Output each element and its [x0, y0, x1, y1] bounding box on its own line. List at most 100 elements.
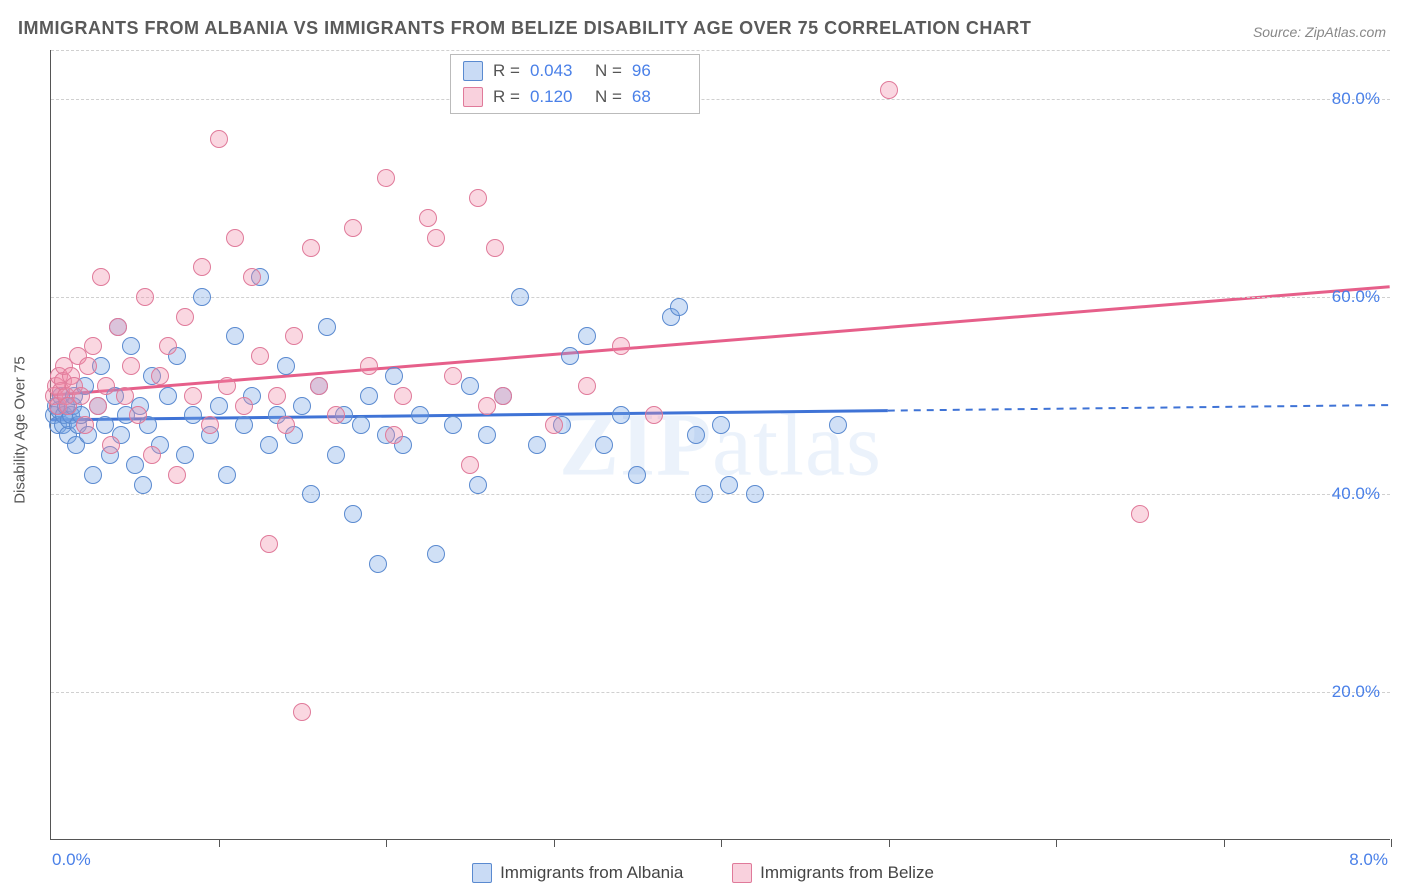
scatter-point-a [578, 327, 596, 345]
chart-title: IMMIGRANTS FROM ALBANIA VS IMMIGRANTS FR… [18, 18, 1031, 39]
scatter-point-b [394, 387, 412, 405]
scatter-point-b [377, 169, 395, 187]
scatter-point-b [293, 703, 311, 721]
scatter-point-b [122, 357, 140, 375]
legend-swatch-b-icon [732, 863, 752, 883]
scatter-point-a [302, 485, 320, 503]
y-tick-label: 20.0% [1332, 682, 1380, 702]
gridline-h [51, 692, 1390, 693]
chart-container: IMMIGRANTS FROM ALBANIA VS IMMIGRANTS FR… [0, 0, 1406, 892]
x-max-label: 8.0% [1349, 850, 1388, 870]
scatter-point-a [210, 397, 228, 415]
scatter-point-b [612, 337, 630, 355]
source-label: Source: [1253, 24, 1305, 40]
scatter-point-a [277, 357, 295, 375]
scatter-point-b [102, 436, 120, 454]
gridline-h [51, 297, 1390, 298]
scatter-point-b [151, 367, 169, 385]
regression-line-a [51, 411, 887, 420]
scatter-point-b [461, 456, 479, 474]
scatter-point-b [360, 357, 378, 375]
legend-item-b: Immigrants from Belize [732, 863, 934, 883]
scatter-point-b [243, 268, 261, 286]
y-tick-label: 60.0% [1332, 287, 1380, 307]
scatter-point-b [302, 239, 320, 257]
scatter-point-b [494, 387, 512, 405]
bottom-legend: Immigrants from Albania Immigrants from … [0, 863, 1406, 888]
scatter-point-a [670, 298, 688, 316]
swatch-b-icon [463, 87, 483, 107]
scatter-point-a [511, 288, 529, 306]
scatter-point-b [116, 387, 134, 405]
scatter-point-b [444, 367, 462, 385]
scatter-point-b [344, 219, 362, 237]
legend-label-b: Immigrants from Belize [760, 863, 934, 883]
x-tick [721, 839, 722, 847]
scatter-point-b [545, 416, 563, 434]
gridline-h [51, 494, 1390, 495]
scatter-point-b [277, 416, 295, 434]
scatter-point-a [612, 406, 630, 424]
scatter-point-a [461, 377, 479, 395]
scatter-point-a [444, 416, 462, 434]
scatter-point-b [645, 406, 663, 424]
scatter-point-b [260, 535, 278, 553]
r-label-b: R = [493, 84, 520, 110]
scatter-point-a [712, 416, 730, 434]
scatter-point-a [695, 485, 713, 503]
scatter-point-b [143, 446, 161, 464]
scatter-point-b [285, 327, 303, 345]
scatter-point-a [318, 318, 336, 336]
scatter-point-a [84, 466, 102, 484]
scatter-point-b [226, 229, 244, 247]
n-value-b: 68 [632, 84, 687, 110]
scatter-point-b [176, 308, 194, 326]
regression-lines-layer [51, 50, 1390, 839]
scatter-point-a [561, 347, 579, 365]
scatter-point-b [79, 357, 97, 375]
stats-row-a: R = 0.043 N = 96 [463, 58, 687, 84]
scatter-point-b [159, 337, 177, 355]
scatter-point-a [126, 456, 144, 474]
scatter-point-a [134, 476, 152, 494]
swatch-a-icon [463, 61, 483, 81]
scatter-point-b [578, 377, 596, 395]
scatter-point-a [829, 416, 847, 434]
y-tick-label: 80.0% [1332, 89, 1380, 109]
scatter-point-a [411, 406, 429, 424]
n-label-a: N = [595, 58, 622, 84]
scatter-point-a [193, 288, 211, 306]
legend-swatch-a-icon [472, 863, 492, 883]
scatter-point-a [327, 446, 345, 464]
scatter-point-b [486, 239, 504, 257]
scatter-point-b [129, 406, 147, 424]
x-tick [386, 839, 387, 847]
scatter-point-a [293, 397, 311, 415]
scatter-point-b [327, 406, 345, 424]
scatter-point-a [260, 436, 278, 454]
scatter-point-a [595, 436, 613, 454]
scatter-point-b [310, 377, 328, 395]
legend-label-a: Immigrants from Albania [500, 863, 683, 883]
scatter-point-a [122, 337, 140, 355]
scatter-point-b [218, 377, 236, 395]
scatter-point-b [168, 466, 186, 484]
scatter-point-b [268, 387, 286, 405]
scatter-point-b [419, 209, 437, 227]
scatter-point-a [226, 327, 244, 345]
y-axis-title: Disability Age Over 75 [12, 356, 29, 504]
scatter-point-a [427, 545, 445, 563]
gridline-h [51, 99, 1390, 100]
scatter-point-b [193, 258, 211, 276]
plot-area: ZIPatlas 20.0%40.0%60.0%80.0% [50, 50, 1390, 840]
scatter-point-a [628, 466, 646, 484]
scatter-point-b [201, 416, 219, 434]
r-label-a: R = [493, 58, 520, 84]
watermark-rest: atlas [712, 395, 882, 494]
scatter-point-a [720, 476, 738, 494]
scatter-point-b [478, 397, 496, 415]
x-tick [889, 839, 890, 847]
scatter-point-b [385, 426, 403, 444]
stats-legend: R = 0.043 N = 96 R = 0.120 N = 68 [450, 54, 700, 114]
scatter-point-b [235, 397, 253, 415]
